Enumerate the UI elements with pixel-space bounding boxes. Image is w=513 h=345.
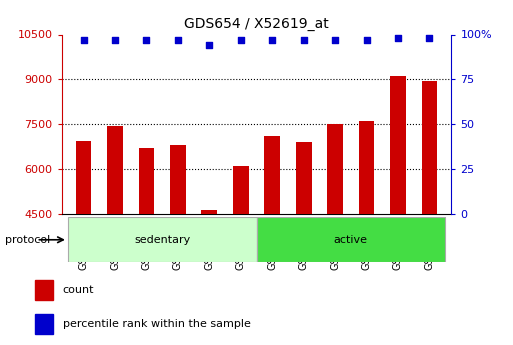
Bar <box>327 124 343 214</box>
Bar <box>359 121 374 214</box>
FancyBboxPatch shape <box>256 217 445 262</box>
Bar <box>390 76 406 214</box>
Point <box>236 37 245 43</box>
Point <box>363 37 371 43</box>
Point <box>111 37 119 43</box>
Point <box>174 37 182 43</box>
Point <box>300 37 308 43</box>
Point <box>268 37 277 43</box>
Text: count: count <box>63 285 94 295</box>
Point <box>394 35 402 41</box>
FancyBboxPatch shape <box>68 217 256 262</box>
Bar <box>264 136 280 214</box>
Bar <box>107 126 123 214</box>
Bar <box>76 141 91 214</box>
Text: active: active <box>334 235 368 245</box>
Bar <box>233 166 249 214</box>
Text: protocol: protocol <box>5 235 50 245</box>
Point <box>331 37 339 43</box>
Point <box>425 35 433 41</box>
Point <box>142 37 150 43</box>
Bar <box>35 280 53 300</box>
Title: GDS654 / X52619_at: GDS654 / X52619_at <box>184 17 329 31</box>
Bar <box>296 142 311 214</box>
Bar <box>170 145 186 214</box>
Text: percentile rank within the sample: percentile rank within the sample <box>63 319 250 329</box>
Bar <box>139 148 154 214</box>
Bar <box>35 314 53 334</box>
Bar <box>202 210 217 214</box>
Text: sedentary: sedentary <box>134 235 190 245</box>
Point <box>80 37 88 43</box>
Bar <box>422 81 437 214</box>
Point <box>205 42 213 48</box>
